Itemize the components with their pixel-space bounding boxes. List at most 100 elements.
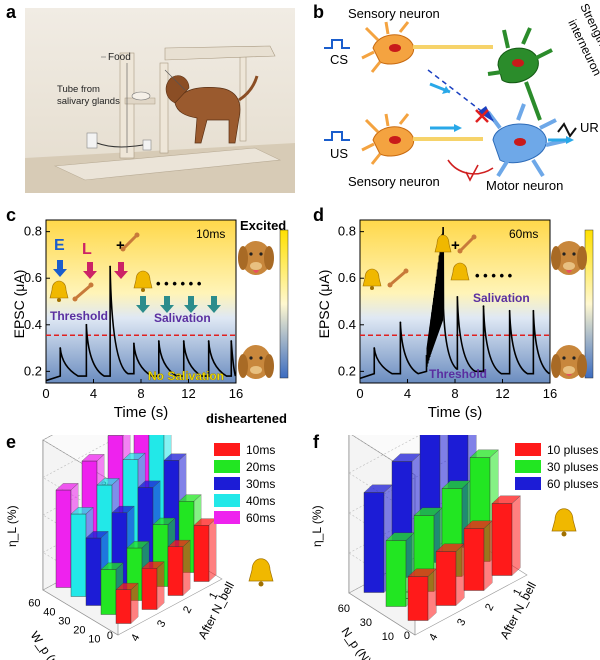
xtick-label-16: 16 [543, 386, 557, 401]
pulse-peak-4 [157, 340, 160, 342]
bar-side-0-2 [455, 543, 465, 606]
ytick-label-0.8: 0.8 [338, 224, 356, 239]
stimulus-arrow-4 [164, 296, 170, 305]
stimulus-arrowhead-2 [114, 271, 128, 279]
panel-letter-d: d [313, 205, 324, 225]
tube-label-line1: Tube from [57, 84, 100, 95]
bar-10-pluses-bell-3 [435, 551, 457, 606]
xtick-label-0: 0 [42, 386, 49, 401]
stimulus-arrow-0 [57, 260, 63, 269]
panel-letter-f: f [313, 432, 319, 452]
xlabel-c: Time (s) [114, 404, 168, 421]
ytick-label-0.8: 0.8 [24, 224, 42, 239]
series-axis-tick-10: 10 [88, 634, 100, 646]
plot-area-d [359, 219, 551, 384]
xtick-label-12: 12 [181, 386, 195, 401]
pulse-width-label-c: 10ms [196, 227, 225, 241]
legend-swatch-30-pluses [515, 460, 541, 473]
sensory-neuron-top [361, 21, 493, 73]
bar-side-0-0 [511, 495, 521, 576]
bar3d-chart-e: 02040608010203040601234 10ms20ms30ms40ms… [5, 435, 275, 660]
epsc-trace [359, 226, 550, 380]
series-axis-tick-30: 30 [360, 617, 372, 629]
series-axis-tick-10: 10 [382, 631, 394, 643]
bar-60-pluses-bell-4 [363, 492, 385, 593]
bar-40ms-bell-4 [70, 513, 87, 597]
legend-label-30-pluses: 30 pluses [547, 460, 598, 474]
legend-label-60-pluses: 60 pluses [547, 477, 598, 491]
bar-10ms-bell-2 [167, 546, 184, 596]
xtick-label-4: 4 [90, 386, 97, 401]
threshold-label-d: Threshold [429, 367, 487, 381]
bar-10-pluses-bell-2 [463, 528, 485, 591]
ytick-label-0.6: 0.6 [24, 270, 42, 285]
bar-side-0-1 [182, 539, 191, 596]
ytick-label-0.2: 0.2 [24, 363, 42, 378]
bell-icon-d-3 [450, 262, 470, 281]
marker-l: L [82, 241, 92, 258]
bell-icon-c [49, 280, 69, 302]
food-label: Food [108, 52, 131, 63]
series-axis-tick-30: 30 [58, 616, 70, 628]
pulse-peak-5 [182, 340, 185, 342]
check-icon [465, 164, 479, 182]
pavlov-apparatus-illustration: Food Tube from salivary glands [25, 8, 295, 193]
xlabel-f: N_p (N) [339, 625, 375, 660]
ellipsis-d: • • • • • [475, 268, 513, 283]
sensory-neuron-bottom-label: Sensory neuron [348, 174, 440, 189]
bone-icon-d [387, 268, 409, 288]
ytick-label-0.2: 0.2 [338, 363, 356, 378]
legend-label-20ms: 20ms [246, 460, 275, 474]
bar-30-pluses-bell-4 [385, 540, 407, 607]
pulse-peak-1 [85, 323, 88, 326]
panel-letter-e: e [6, 432, 17, 452]
bar-side-0-0 [208, 518, 217, 582]
panel-letter-b: b [313, 2, 324, 22]
tube-label-line2: salivary glands [57, 96, 120, 107]
epsc-chart-10ms: 0 4 8 12 16 0.2 0.4 0.6 0.8 EPSC (μA) Time (s) 1… [11, 218, 289, 425]
feedback-arc-arrow [447, 159, 494, 175]
burst-train [426, 226, 444, 367]
zgrid-side-80 [42, 439, 119, 486]
us-pulse-icon [324, 131, 350, 141]
bell-icon-e [248, 558, 274, 587]
series-axis-tick-60: 60 [28, 598, 40, 610]
sensory-neuron-top-label: Sensory neuron [348, 6, 440, 21]
calm-dog-icon-d [551, 345, 587, 379]
bell-axis-tick-1: 1 [207, 590, 220, 601]
motor-neuron-label: Motor neuron [486, 178, 563, 193]
legend-swatch-60ms [214, 511, 240, 524]
pulse-peak-0 [59, 347, 62, 349]
legend-label-30ms: 30ms [246, 477, 275, 491]
cs-label: CS [330, 52, 348, 67]
pulse-peak-0 [373, 347, 376, 349]
xtick-label-8: 8 [451, 386, 458, 401]
stimulus-arrow-5 [188, 296, 194, 305]
bar-20ms-bell-4 [100, 569, 117, 615]
pulse-peak-6 [207, 340, 210, 342]
bell-axis-tick-2: 2 [181, 604, 194, 615]
bone-icon-d-2 [457, 234, 477, 254]
motor-neuron [486, 103, 569, 178]
legend-label-40ms: 40ms [246, 494, 275, 508]
plus-sign-d: + [451, 237, 460, 254]
block-cross-icon [475, 109, 489, 123]
pulse-peak-3 [132, 342, 135, 345]
stimulus-arrowhead-6 [207, 305, 221, 313]
xtick-label-8: 8 [137, 386, 144, 401]
bell-icon-f [551, 508, 577, 537]
stimulus-arrowhead-4 [160, 305, 174, 313]
bar-side-0-3 [427, 568, 437, 621]
excited-dog-icon-d [551, 241, 587, 275]
legend-swatch-40ms [214, 494, 240, 507]
pulse-peak-2 [456, 295, 459, 298]
bell-icon-d [362, 268, 382, 290]
legend-swatch-10ms [214, 443, 240, 456]
bar-10ms-bell-3 [141, 568, 158, 610]
xtick-label-12: 12 [495, 386, 509, 401]
epsc-trace [45, 266, 237, 382]
zgrid-side-40 [42, 514, 119, 561]
zgrid-back-60 [348, 435, 421, 474]
xtick-label-16: 16 [229, 386, 243, 401]
